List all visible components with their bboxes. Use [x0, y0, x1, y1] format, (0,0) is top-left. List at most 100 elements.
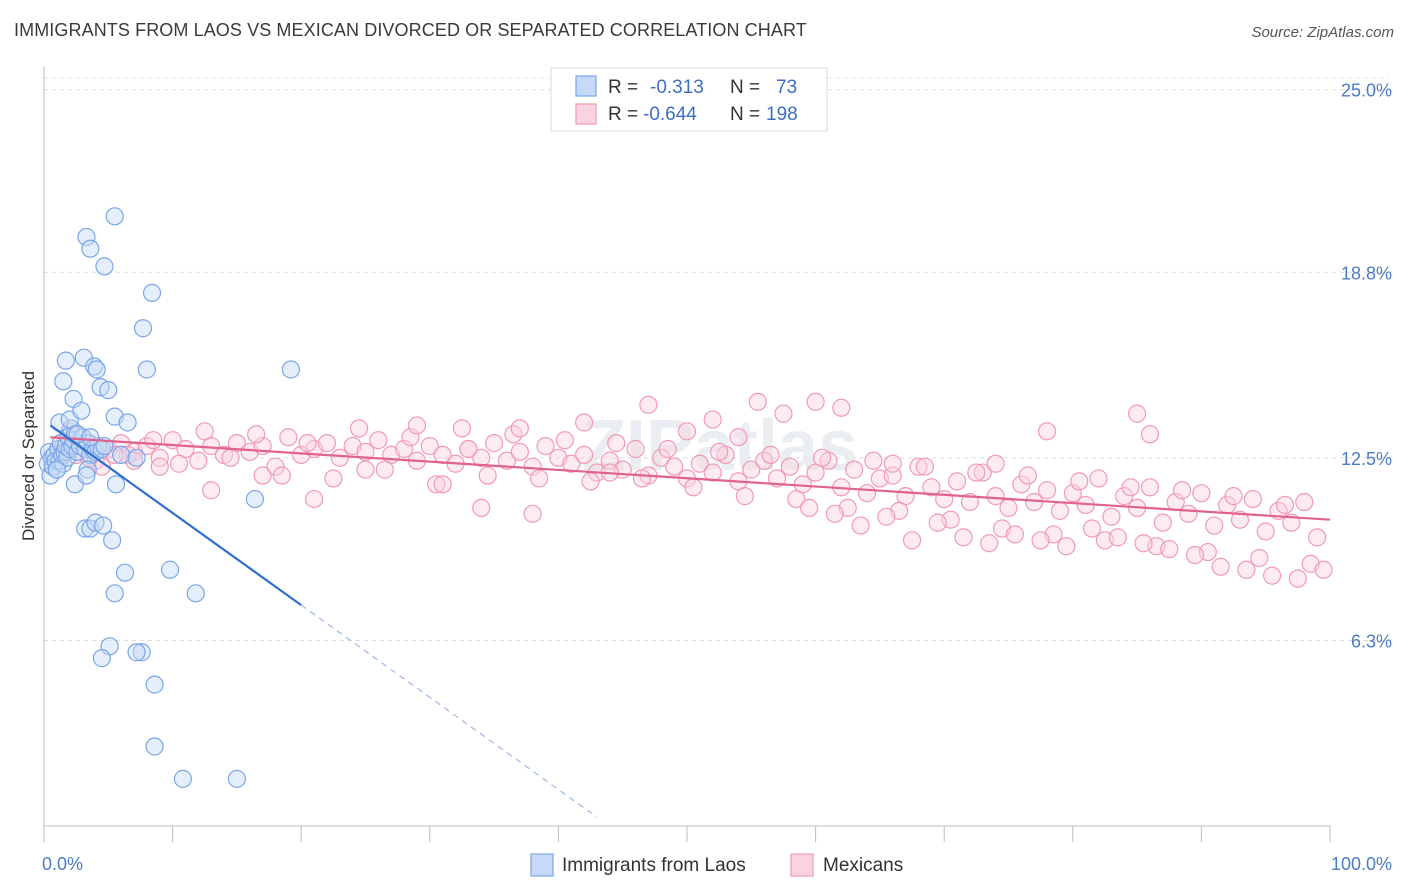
stats-legend: R = -0.313 N = 73 R = -0.644 N = 198	[550, 67, 828, 132]
mexicans-point	[247, 425, 266, 444]
mexicans-point	[317, 434, 337, 453]
source-label: Source: ZipAtlas.com	[1251, 24, 1394, 41]
mexicans-point	[555, 431, 574, 450]
laos-point	[227, 769, 246, 788]
mexicans-point	[1031, 531, 1050, 550]
y-tick-label: 6.3%	[1351, 631, 1392, 651]
laos-point	[81, 239, 100, 258]
mexicans-point	[1070, 472, 1089, 491]
mexicans-point	[1295, 492, 1314, 512]
mexicans-point	[304, 489, 324, 509]
mexicans-point	[632, 469, 652, 488]
mexicans-point	[845, 460, 864, 479]
laos-point	[133, 319, 153, 338]
mexicans-point	[523, 504, 542, 523]
series-legend: Immigrants from Laos Mexicans	[530, 853, 903, 877]
laos-point	[160, 560, 180, 579]
mexicans-point	[1063, 484, 1082, 503]
mexicans-point	[1140, 425, 1160, 444]
mexicans-point	[485, 434, 504, 453]
mexicans-point	[1018, 466, 1037, 485]
mexicans-point	[575, 445, 594, 464]
laos-point	[73, 428, 92, 447]
bottom-legend-swatch-laos	[530, 853, 554, 877]
laos-point	[99, 380, 118, 400]
mexicans-point	[1179, 504, 1198, 523]
mexicans-point	[279, 428, 298, 447]
mexicans-point	[909, 457, 928, 476]
legend-n-label-laos: N =	[730, 77, 760, 98]
mexicans-point	[1173, 481, 1192, 500]
legend-n-value-mexicans: 198	[766, 104, 798, 125]
mexicans-point	[298, 434, 317, 453]
mexicans-point	[1057, 537, 1076, 556]
laos-point	[127, 448, 146, 467]
mexicans-point	[1237, 560, 1256, 579]
mexicans-point	[1256, 522, 1275, 541]
laos-point	[54, 372, 73, 391]
mexicans-point	[1037, 422, 1057, 441]
mexicans-point	[1140, 478, 1160, 497]
mexicans-point	[472, 448, 491, 467]
legend-n-value-laos: 73	[776, 77, 797, 98]
mexicans-point	[407, 416, 427, 435]
mexicans-point	[459, 439, 478, 459]
mexicans-point	[144, 431, 163, 450]
mexicans-point	[986, 487, 1005, 506]
laos-point	[115, 563, 135, 582]
laos-point	[281, 360, 301, 379]
mexicans-point	[1314, 560, 1333, 579]
mexicans-point	[1288, 569, 1307, 588]
laos-point	[245, 489, 265, 509]
laos-point	[81, 428, 100, 447]
mexicans-point	[1230, 510, 1250, 529]
mexicans-point	[1102, 507, 1121, 526]
laos-point	[92, 649, 111, 668]
laos-point	[77, 227, 96, 247]
mexicans-point	[1211, 557, 1230, 576]
mexicans-point	[787, 489, 806, 509]
laos-point	[103, 531, 122, 550]
mexicans-point	[825, 504, 844, 523]
mexicans-point	[735, 487, 754, 506]
mexicans-point	[812, 448, 832, 467]
mexicans-point	[272, 466, 292, 485]
mexicans-point	[703, 410, 722, 429]
mexicans-point	[1153, 513, 1172, 532]
mexicans-point	[954, 528, 973, 547]
laos-point	[76, 519, 95, 538]
mexicans-point	[1275, 495, 1295, 515]
mexicans-point	[658, 439, 677, 459]
laos-point	[94, 516, 113, 535]
laos-point	[118, 413, 137, 432]
mexicans-point	[729, 428, 748, 447]
mexicans-point	[626, 439, 645, 459]
mexicans-point	[1243, 489, 1262, 509]
mexicans-point	[607, 434, 626, 453]
mexicans-point	[356, 460, 375, 479]
mexicans-point	[684, 478, 703, 497]
mexicans-point	[169, 454, 189, 473]
mexicans-point	[980, 534, 999, 553]
mexicans-point	[703, 463, 722, 482]
trend-lines	[49, 424, 1331, 818]
laos-point	[112, 445, 131, 464]
mexicans-point	[710, 442, 729, 462]
axes	[43, 66, 1331, 842]
mexicans-point	[510, 419, 529, 438]
mexicans-trend-line	[50, 436, 1331, 521]
laos-point	[85, 357, 104, 376]
mexicans-point	[902, 531, 922, 550]
legend-r-value-laos: -0.313	[650, 77, 704, 98]
mexicans-point	[420, 436, 439, 456]
mexicans-point	[677, 422, 697, 441]
mexicans-point	[1224, 487, 1243, 506]
mexicans-point	[150, 457, 169, 476]
laos-trend-line	[49, 424, 302, 606]
mexicans-point	[832, 398, 851, 417]
mexicans-point	[947, 472, 967, 491]
mexicans-point	[510, 442, 529, 462]
mexicans-point	[780, 457, 799, 476]
laos-point	[77, 466, 96, 485]
